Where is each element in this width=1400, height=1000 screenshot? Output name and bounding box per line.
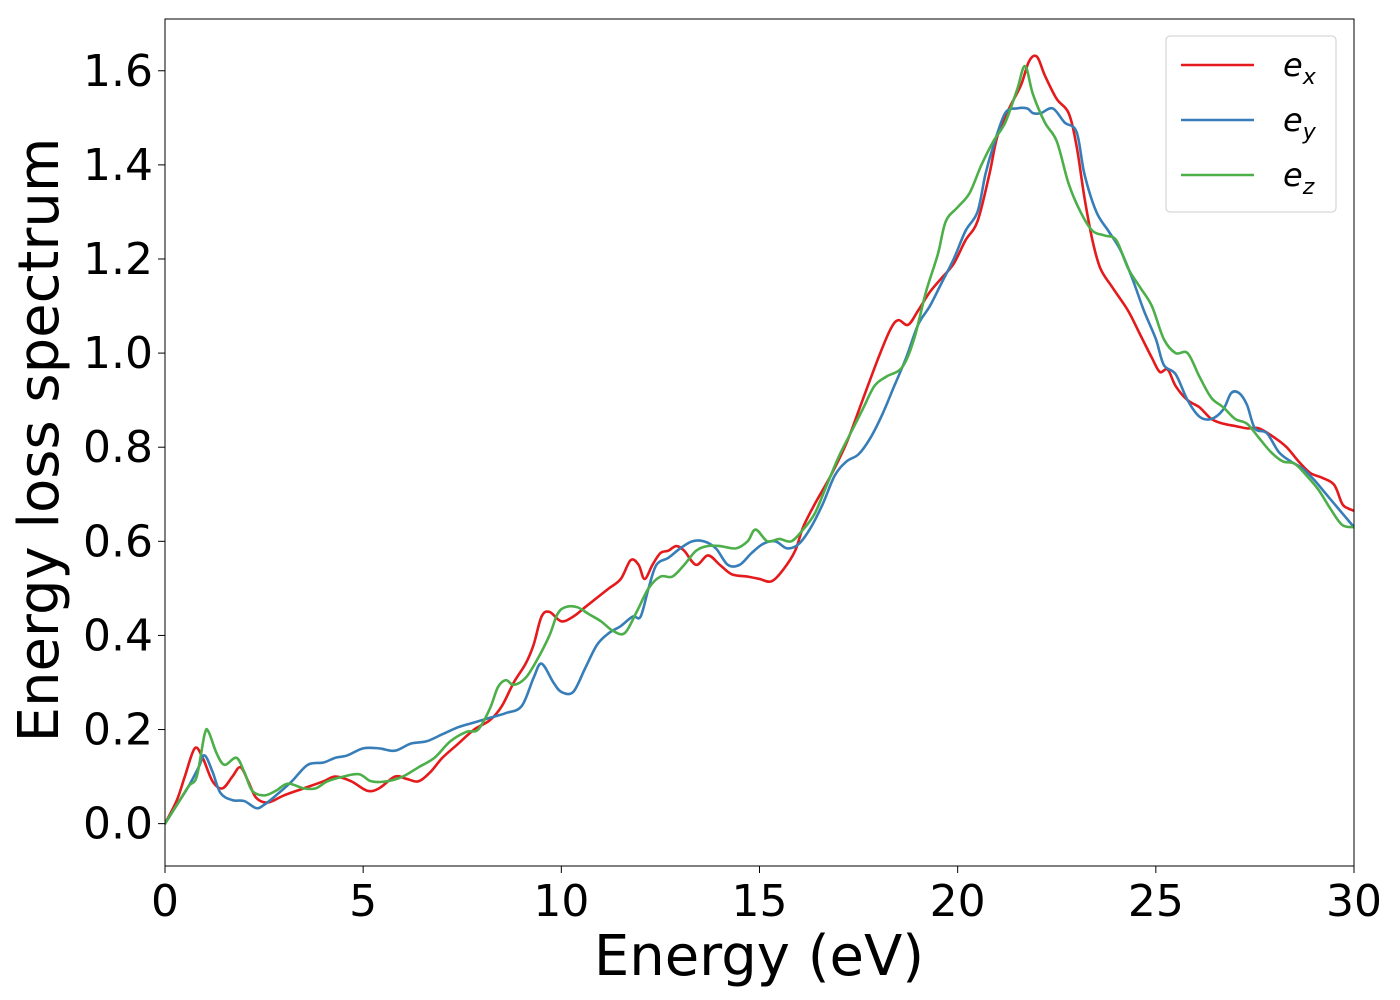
legend: ex ey ez	[1165, 35, 1337, 213]
legend-label-e-y: ey	[1283, 101, 1317, 145]
y-tick-label: 1.6	[83, 46, 153, 97]
y-tick-label: 0.8	[83, 422, 153, 473]
x-tick-label: 15	[732, 876, 788, 927]
series-line-e-z	[165, 64, 1354, 825]
y-tick-label: 0.6	[83, 516, 153, 567]
y-tick-label: 1.0	[83, 328, 153, 379]
x-axis-title: Energy (eV)	[594, 924, 924, 989]
y-tick-label: 1.4	[83, 140, 153, 191]
x-tick-label: 10	[533, 876, 589, 927]
x-axis: 0 5 10 15 20 25 30	[151, 866, 1382, 927]
y-tick-label: 1.2	[83, 234, 153, 285]
x-tick-label: 0	[151, 876, 179, 927]
legend-label-e-z: ez	[1283, 156, 1315, 200]
x-tick-label: 25	[1128, 876, 1184, 927]
x-tick-label: 30	[1326, 876, 1382, 927]
y-tick-label: 0.2	[83, 705, 153, 756]
y-axis-title: Energy loss spectrum	[7, 138, 72, 743]
legend-label-e-x: ex	[1283, 46, 1317, 90]
series-line-e-x	[165, 54, 1354, 825]
y-axis: 0.0 0.2 0.4 0.6 0.8 1.0 1.2 1.4 1.6	[83, 46, 165, 850]
y-tick-label: 0.4	[83, 610, 153, 661]
y-tick-label: 0.0	[83, 799, 153, 850]
series-line-e-y	[165, 106, 1354, 825]
legend-box	[1165, 35, 1337, 213]
x-tick-label: 5	[349, 876, 377, 927]
plot-lines	[165, 54, 1354, 825]
x-tick-label: 20	[930, 876, 986, 927]
